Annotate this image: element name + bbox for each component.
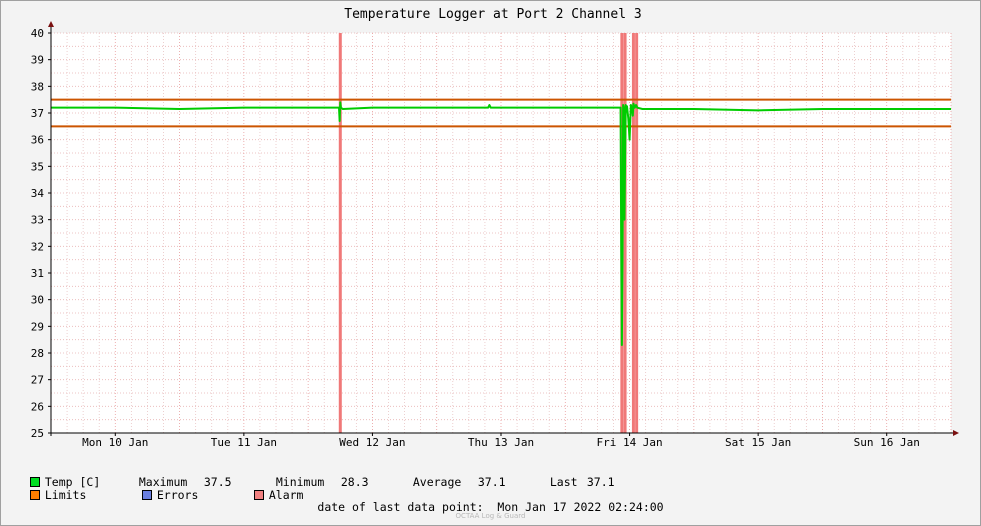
legend-row-temp: Temp [C] Maximum 37.5 Minimum 28.3 Average 37.… bbox=[16, 463, 615, 489]
maximum-label: Maximum bbox=[138, 475, 188, 489]
y-tick-label: 40 bbox=[31, 27, 44, 40]
y-tick-label: 25 bbox=[31, 427, 44, 440]
y-tick-label: 29 bbox=[31, 320, 44, 333]
y-tick-label: 31 bbox=[31, 267, 44, 280]
y-tick-label: 37 bbox=[31, 107, 44, 120]
y-tick-label: 36 bbox=[31, 134, 44, 147]
temp-swatch-icon bbox=[29, 477, 40, 487]
legend-row-status: Limits Errors Alarm bbox=[16, 476, 303, 502]
y-tick-label: 32 bbox=[31, 240, 44, 253]
y-tick-label: 38 bbox=[31, 80, 44, 93]
y-axis-arrow-icon bbox=[48, 21, 54, 27]
alarm-swatch-icon bbox=[253, 490, 264, 500]
temp-legend-label: Temp [C] bbox=[44, 475, 101, 489]
chart-title: Temperature Logger at Port 2 Channel 3 bbox=[344, 7, 641, 22]
last-point-value: Mon Jan 17 2022 02:24:00 bbox=[497, 500, 664, 514]
x-tick-label: Sat 15 Jan bbox=[725, 436, 791, 449]
brand-watermark: OCTAA Log & Guard bbox=[455, 512, 526, 520]
y-tick-label: 26 bbox=[31, 400, 44, 413]
errors-legend-label: Errors bbox=[156, 488, 199, 502]
y-tick-label: 30 bbox=[31, 294, 44, 307]
last-label: Last bbox=[549, 475, 578, 489]
alarm-bar bbox=[635, 33, 639, 433]
x-axis-arrow-icon bbox=[953, 430, 959, 436]
y-tick-label: 27 bbox=[31, 374, 44, 387]
x-tick-label: Wed 12 Jan bbox=[339, 436, 405, 449]
limits-swatch-icon bbox=[29, 490, 40, 500]
alarm-bar bbox=[631, 33, 635, 433]
x-tick-label: Fri 14 Jan bbox=[596, 436, 662, 449]
x-tick-label: Tue 11 Jan bbox=[211, 436, 277, 449]
limits-legend-label: Limits bbox=[44, 488, 87, 502]
y-tick-label: 34 bbox=[31, 187, 45, 200]
y-tick-label: 39 bbox=[31, 54, 44, 67]
y-tick-label: 35 bbox=[31, 160, 44, 173]
last-point-label: date of last data point: bbox=[317, 500, 484, 514]
average-value: 37.1 bbox=[477, 475, 506, 489]
x-tick-label: Thu 13 Jan bbox=[468, 436, 534, 449]
minimum-label: Minimum bbox=[275, 475, 325, 489]
last-value: 37.1 bbox=[586, 475, 615, 489]
average-label: Average bbox=[412, 475, 462, 489]
minimum-value: 28.3 bbox=[340, 475, 369, 489]
alarm-legend-label: Alarm bbox=[268, 488, 304, 502]
errors-swatch-icon bbox=[141, 490, 152, 500]
alarm-bar bbox=[623, 33, 627, 433]
y-tick-label: 28 bbox=[31, 347, 44, 360]
temperature-series-line bbox=[51, 101, 951, 346]
last-data-point: date of last data point: Mon Jan 17 2022… bbox=[0, 500, 981, 514]
maximum-value: 37.5 bbox=[203, 475, 232, 489]
x-tick-label: Mon 10 Jan bbox=[82, 436, 148, 449]
y-tick-label: 33 bbox=[31, 214, 44, 227]
alarm-bar bbox=[338, 33, 342, 433]
x-tick-label: Sun 16 Jan bbox=[854, 436, 920, 449]
